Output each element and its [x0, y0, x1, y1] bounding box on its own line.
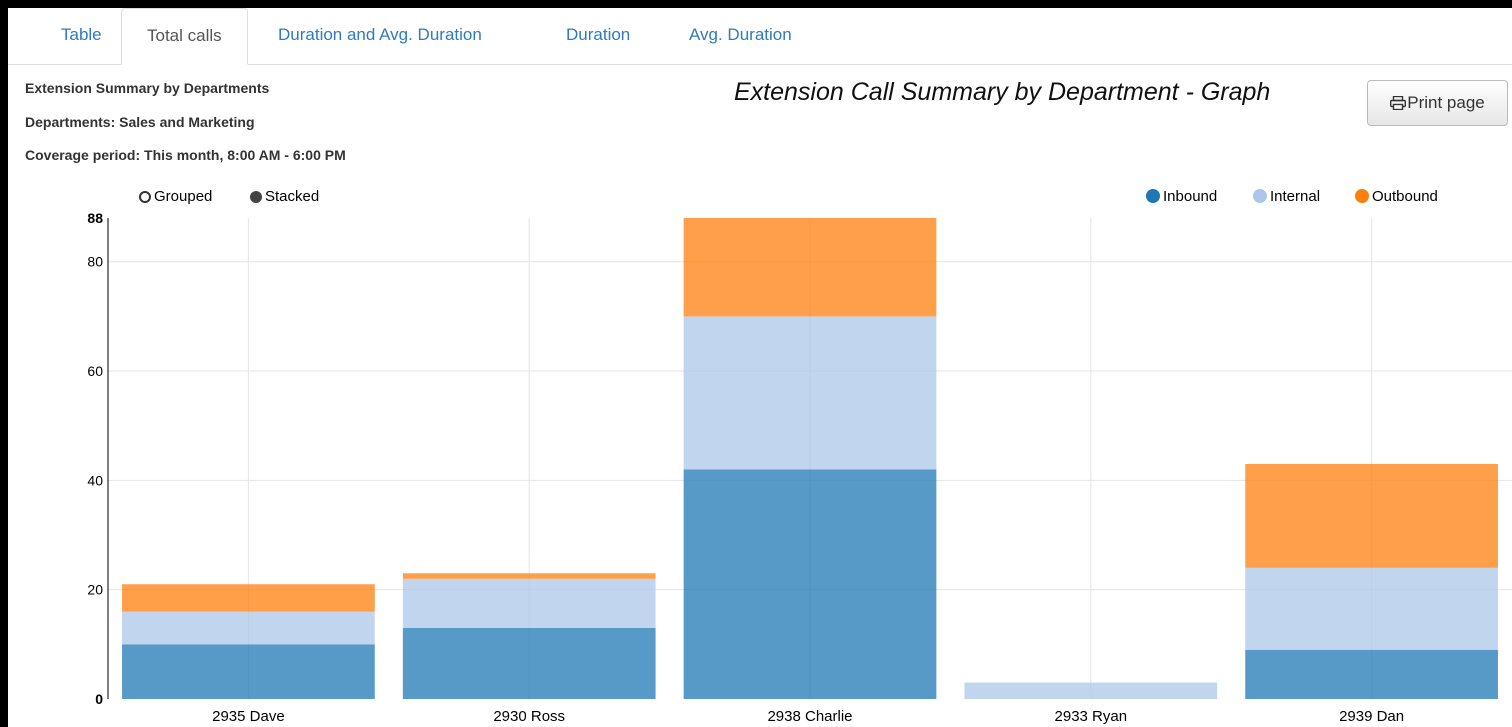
legend-label-inbound: Inbound [1163, 188, 1218, 205]
tab-total-calls[interactable]: Total calls [121, 8, 248, 65]
bar-segment-outbound [122, 584, 375, 612]
x-tick-label: 2939 Dan [1339, 708, 1404, 725]
stacked-bar-chart: 0 20 40 60 80 88 2935 Dave 2930 Ross 2938 Charli… [87, 210, 1512, 725]
legend-item-inbound[interactable]: Inbound [1146, 188, 1217, 205]
x-tick-label: 2930 Ross [493, 708, 565, 725]
bar-segment-inbound [122, 644, 375, 699]
x-tick-label: 2938 Charlie [767, 708, 852, 725]
graph-title: Extension Call Summary by Department - G… [734, 78, 1271, 106]
stacked-label: Stacked [265, 188, 320, 205]
y-tick-label: 88 [87, 210, 103, 226]
grouped-radio-icon [139, 191, 151, 203]
legend-swatch-outbound [1355, 189, 1369, 203]
bar-segment-outbound [683, 218, 937, 317]
printer-icon [1390, 95, 1407, 111]
tab-table[interactable]: Table [61, 25, 102, 44]
bar-segment-inbound [683, 469, 937, 699]
report-coverage: Coverage period: This month, 8:00 AM - 6… [25, 147, 346, 163]
tab-duration[interactable]: Duration [566, 25, 631, 44]
grouped-toggle[interactable]: Grouped [139, 188, 212, 208]
bar-segment-inbound [402, 627, 656, 699]
legend-swatch-internal [1253, 189, 1267, 203]
bar-segment-internal [683, 316, 937, 470]
bar-segment-internal [964, 682, 1218, 699]
report-heading: Extension Summary by Departments [25, 80, 270, 96]
report-panel: Table Total calls Duration and Avg. Dura… [8, 8, 1512, 727]
tab-avg-duration[interactable]: Avg. Duration [689, 25, 792, 44]
stacked-toggle[interactable]: Stacked [250, 188, 319, 208]
tab-bar: Table Total calls Duration and Avg. Dura… [8, 8, 1512, 65]
bar-segment-inbound [1245, 649, 1498, 699]
y-tick-label: 20 [87, 582, 103, 598]
tab-duration-and-avg-duration[interactable]: Duration and Avg. Duration [278, 25, 482, 44]
y-tick-label: 0 [95, 691, 103, 707]
bar-segment-internal [402, 578, 656, 628]
print-page-label: Print page [1407, 93, 1485, 112]
legend-swatch-inbound [1146, 189, 1160, 203]
bar-segment-internal [122, 611, 375, 645]
legend-label-internal: Internal [1270, 188, 1321, 205]
legend-label-outbound: Outbound [1372, 188, 1438, 205]
print-page-button[interactable]: Print page [1367, 80, 1508, 126]
bar-segment-outbound [1245, 463, 1498, 568]
legend-item-internal[interactable]: Internal [1253, 188, 1320, 205]
y-tick-label: 60 [87, 363, 103, 379]
stacked-radio-icon [250, 191, 262, 203]
grouped-label: Grouped [154, 188, 213, 205]
bar-segment-internal [1245, 567, 1498, 650]
x-tick-label: 2935 Dave [212, 708, 285, 725]
y-tick-label: 80 [87, 254, 103, 270]
legend-item-outbound[interactable]: Outbound [1355, 188, 1438, 205]
bar-segment-outbound [402, 573, 656, 579]
x-tick-label: 2933 Ryan [1055, 708, 1128, 725]
report-departments: Departments: Sales and Marketing [25, 114, 255, 130]
y-tick-label: 40 [87, 472, 103, 488]
